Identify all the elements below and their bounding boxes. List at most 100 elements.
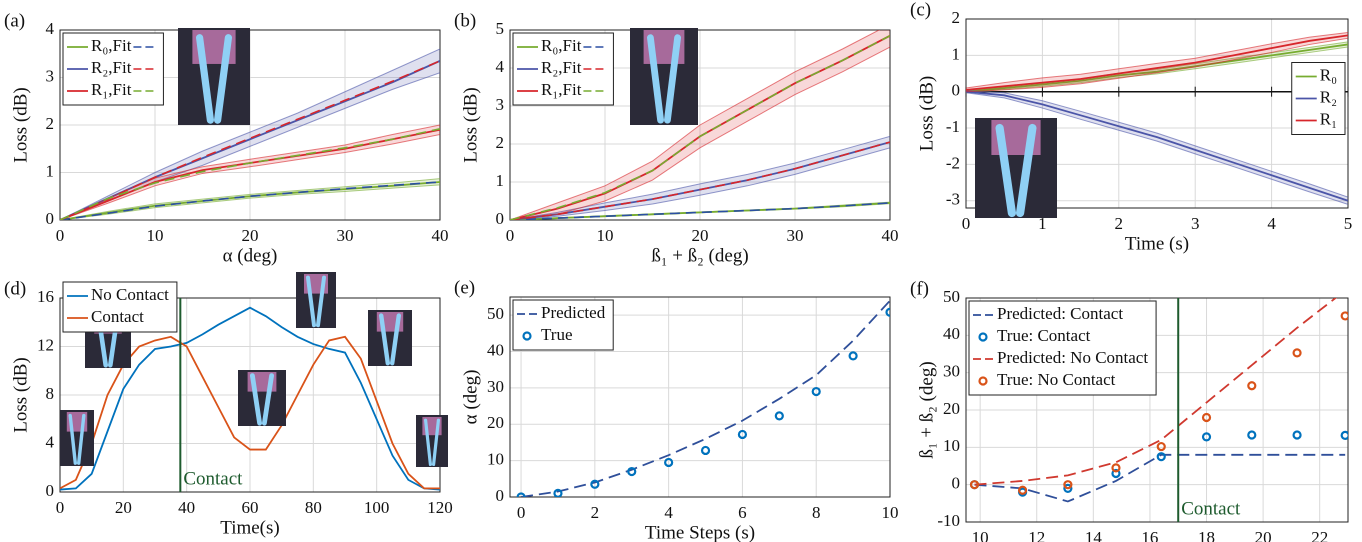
x-tick-label: 6 (738, 503, 747, 522)
data-point (1247, 381, 1257, 391)
x-tick-label: 4 (664, 503, 673, 522)
inset-photo-detail (647, 34, 681, 124)
band-edge (60, 184, 440, 220)
band-edge (60, 134, 440, 220)
legend-label: R₁,Fit (541, 80, 582, 99)
y-tick-label: 5 (496, 19, 505, 38)
data-line (974, 298, 1338, 486)
y-tick-label: 8 (46, 384, 55, 403)
inset-photo-detail (995, 123, 1037, 218)
x-tick-label: 0 (962, 214, 971, 233)
legend: Predicted: Contact True: Contact Predicted… (968, 300, 1157, 396)
x-tick-label: 10 (882, 503, 899, 522)
y-tick-label: 2 (46, 114, 55, 133)
inset-photo-detail (306, 275, 326, 328)
y-tick-label: 1 (952, 44, 961, 63)
x-tick-label: 12 (1028, 528, 1045, 542)
x-tick-label: 10 (972, 528, 989, 542)
legend-swatch (522, 331, 532, 341)
data-line (974, 453, 1346, 503)
data-line (966, 43, 1348, 93)
x-tick-label: 0 (56, 226, 65, 245)
y-tick-label: 0 (496, 486, 505, 505)
legend-label: R₂,Fit (541, 58, 582, 77)
legend: R₀,Fit R₂,Fit R₁,Fit (512, 32, 614, 106)
x-tick-label: 10 (147, 226, 164, 245)
panel-label: (e) (454, 277, 475, 298)
data-point (1017, 485, 1028, 495)
data-point (1292, 348, 1302, 358)
x-axis-label: ß₁ + ß₂ (deg) (651, 245, 748, 266)
legend-label: Predicted: Contact (997, 304, 1123, 323)
inset-photo-detail (68, 413, 86, 465)
data-point (1063, 483, 1073, 493)
legend: R₀ R₂ R₁ (1291, 62, 1346, 135)
panel-label: (f) (910, 278, 929, 299)
panel-label: (d) (4, 278, 26, 299)
x-tick-label: 0 (56, 498, 65, 517)
legend-label: Predicted: No Contact (997, 348, 1148, 367)
y-tick-label: 0 (46, 481, 55, 500)
y-tick-label: 0 (952, 81, 961, 100)
data-point (1340, 430, 1348, 440)
legend: Predicted True (512, 299, 614, 351)
inset-photo-detail (379, 313, 401, 366)
plot-frame (965, 18, 1349, 209)
data-point (1340, 311, 1348, 321)
data-line (60, 306, 440, 491)
y-tick-label: 1 (46, 161, 55, 180)
legend-label: True: Contact (997, 326, 1091, 345)
data-point (737, 429, 748, 440)
y-tick-label: 4 (46, 19, 55, 38)
plot-area (60, 48, 440, 220)
y-tick-label: 4 (46, 432, 55, 451)
y-tick-label: 1 (496, 171, 505, 190)
x-tick-label: 22 (1311, 528, 1328, 542)
band-edge (60, 178, 440, 220)
x-tick-label: 18 (1198, 528, 1215, 542)
y-tick-label: 4 (496, 57, 505, 76)
data-point (700, 445, 711, 456)
data-point (1063, 480, 1073, 490)
data-point (1292, 430, 1302, 440)
y-tick-label: 3 (46, 66, 55, 85)
fit-line (60, 128, 440, 220)
x-tick-label: 40 (882, 226, 899, 245)
y-tick-label: 3 (496, 95, 505, 114)
x-tick-label: 16 (1141, 528, 1158, 542)
legend: R₀,Fit R₂,Fit R₁,Fit (62, 32, 164, 106)
band-edge (510, 46, 890, 220)
data-point (1201, 432, 1212, 442)
plot-frame (59, 297, 441, 493)
y-tick-label: 20 (487, 413, 504, 432)
data-point (1156, 441, 1166, 452)
y-tick-label: 30 (943, 362, 960, 381)
legend-label: R₀,Fit (91, 36, 132, 55)
band-edge (510, 147, 890, 220)
x-tick-label: 80 (305, 498, 322, 517)
x-tick-label: 40 (178, 498, 195, 517)
data-point (516, 492, 526, 497)
x-tick-label: 0 (517, 503, 526, 522)
x-tick-label: 2 (1115, 214, 1124, 233)
plot-frame (509, 29, 891, 221)
x-axis-label: Time (s) (1125, 233, 1189, 254)
x-axis-label: α (deg) (223, 245, 278, 266)
data-point (848, 351, 858, 361)
data-point (1111, 463, 1121, 473)
contact-label: Contact (1181, 498, 1241, 519)
x-tick-label: 20 (115, 498, 132, 517)
x-tick-label: 40 (432, 226, 449, 245)
panel-label: (b) (454, 10, 476, 31)
y-tick-label: -2 (946, 153, 960, 172)
legend-swatch (978, 376, 988, 386)
y-tick-label: 10 (487, 450, 504, 469)
x-tick-label: 60 (242, 498, 259, 517)
fit-line (510, 141, 890, 220)
data-point (1156, 452, 1166, 462)
y-tick-label: 50 (487, 304, 504, 323)
legend-label: R₂ (1320, 87, 1337, 106)
data-point (590, 479, 600, 489)
